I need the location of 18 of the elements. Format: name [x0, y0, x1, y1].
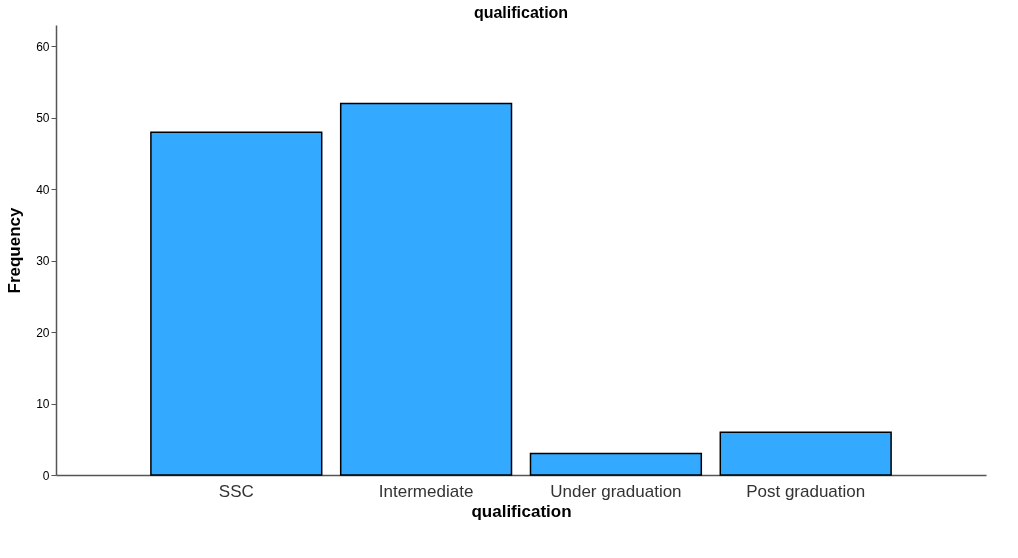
- y-tick-label: 10: [36, 397, 50, 412]
- y-axis-title: Frequency: [5, 206, 25, 294]
- x-tick-label: Post graduation: [746, 481, 866, 501]
- y-tick-label: 0: [42, 468, 50, 483]
- x-axis-title: qualification: [471, 501, 572, 521]
- y-tick-label: 50: [36, 111, 50, 126]
- x-tick-label: SSC: [218, 481, 254, 501]
- y-tick-label: 60: [36, 39, 50, 54]
- y-tick-label: 20: [36, 325, 50, 340]
- x-tick-label: Intermediate: [378, 481, 474, 501]
- x-tick-label: Under graduation: [550, 481, 682, 501]
- bar: [150, 131, 323, 476]
- bar: [529, 452, 703, 476]
- y-tick-label: 40: [36, 182, 50, 197]
- chart-title: qualification: [473, 4, 569, 21]
- y-tick-label: 30: [36, 254, 50, 269]
- bar: [719, 431, 892, 476]
- bar: [339, 102, 513, 476]
